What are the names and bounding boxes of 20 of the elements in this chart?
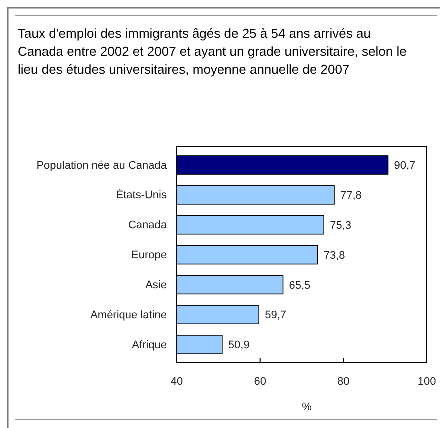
x-tick-label: 80 bbox=[338, 376, 350, 388]
x-tick-label: 60 bbox=[254, 376, 266, 388]
y-tick-label: Europe bbox=[132, 250, 167, 262]
y-tick-label: Population née au Canada bbox=[36, 160, 168, 172]
data-label: 73,8 bbox=[324, 250, 346, 262]
x-axis-title: % bbox=[302, 401, 312, 414]
data-label: 90,7 bbox=[394, 160, 416, 172]
y-tick-label: États-Unis bbox=[116, 188, 168, 202]
y-tick-label: Asie bbox=[146, 279, 167, 292]
data-label: 77,8 bbox=[340, 190, 362, 202]
data-label: 65,5 bbox=[289, 280, 311, 292]
data-label: 50,9 bbox=[228, 340, 250, 352]
y-tick-label: Amérique latine bbox=[90, 309, 167, 322]
y-tick-label: Canada bbox=[128, 220, 168, 232]
x-tick-label: 100 bbox=[418, 376, 436, 388]
chart-title: Taux d'emploi des immigrants âgés de 25 à 54 ans arrivés au Canada entre 2002 et 2007 et ayant un grade universitaire, selon le lieu des études universitaires, moyenne annuelle de 2007 bbox=[18, 26, 407, 77]
data-label: 75,3 bbox=[330, 220, 352, 232]
y-tick-label: Afrique bbox=[132, 339, 167, 352]
x-tick-label: 40 bbox=[170, 376, 184, 388]
data-label: 59,7 bbox=[265, 310, 287, 322]
